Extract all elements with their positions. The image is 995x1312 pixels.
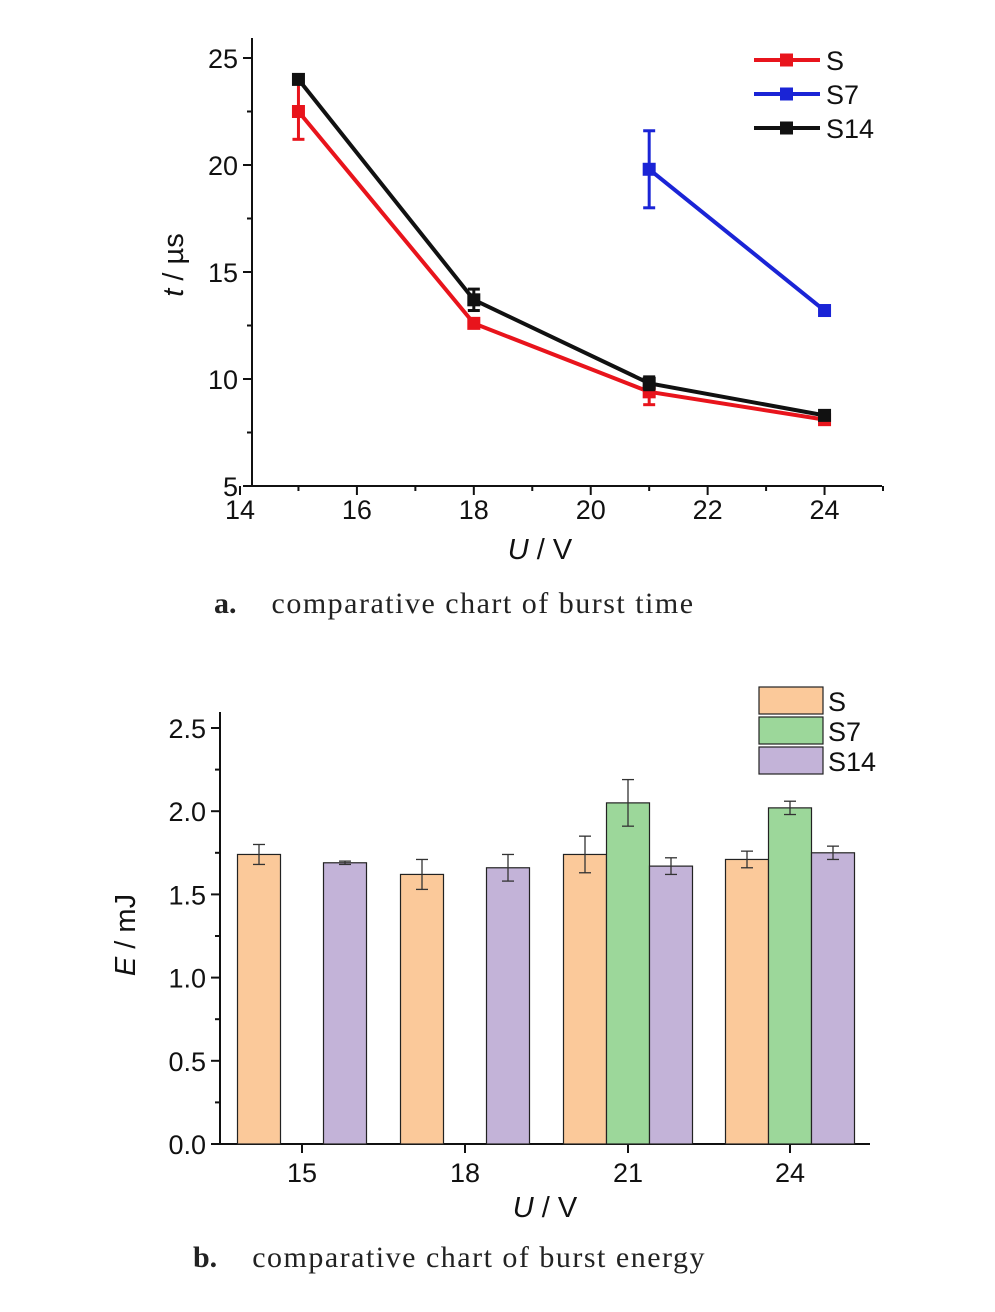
x-tick-label-24: 24	[775, 1158, 805, 1188]
y-tick-label-0.0: 0.0	[168, 1130, 206, 1160]
x-tick-label-21: 21	[613, 1158, 643, 1188]
burst-time-y-axis-label: t / µs	[158, 233, 190, 296]
series-line-S	[296, 110, 825, 422]
data-point-S14-21	[642, 376, 656, 390]
x-tick-label-18: 18	[459, 495, 489, 525]
y-tick-label-10: 10	[208, 365, 238, 395]
legend-swatch-S7	[758, 716, 824, 745]
burst-time-caption: a. comparative chart of burst time	[214, 587, 695, 620]
legend-label-S7: S7	[828, 717, 861, 747]
y-tick-label-2.5: 2.5	[168, 714, 206, 744]
burst-energy-caption: b. comparative chart of burst energy	[193, 1241, 706, 1274]
y-tick-label-15: 15	[208, 258, 238, 288]
legend-label-S7: S7	[826, 80, 859, 110]
y-tick-label-5: 5	[223, 472, 238, 502]
burst-energy-x-axis-label: U / V	[513, 1192, 578, 1224]
y-tick-label-25: 25	[208, 44, 238, 74]
y-tick-label-1.0: 1.0	[168, 964, 206, 994]
legend-marker-S7	[780, 87, 793, 101]
legend-marker-S14	[780, 121, 793, 135]
burst-energy-chart: 0.00.51.01.52.02.515 18 21 24 U / V E / mJ …	[110, 686, 876, 1274]
x-tick-label-22: 22	[693, 495, 723, 525]
legend-label-S: S	[828, 687, 846, 717]
data-point-S14-18	[467, 293, 481, 307]
data-point-S7-21	[642, 162, 656, 176]
bar-S14-21	[648, 865, 694, 1145]
series-line-S7	[647, 167, 826, 313]
x-tick-label-14: 14	[225, 495, 255, 525]
burst-energy-bars	[236, 778, 856, 1145]
y-tick-label-20: 20	[208, 151, 238, 181]
data-point-S14-15	[291, 72, 305, 86]
series-line-S14	[296, 78, 825, 418]
x-tick-label-24: 24	[810, 495, 840, 525]
data-point-S-18	[467, 316, 481, 330]
y-tick-label-0.5: 0.5	[168, 1047, 206, 1077]
bar-S14-24	[810, 852, 856, 1145]
bar-S-18	[399, 873, 445, 1145]
legend-label-S: S	[826, 46, 844, 76]
y-tick-label-2.0: 2.0	[168, 797, 206, 827]
legend-label-S14: S14	[828, 747, 876, 777]
data-point-S-15	[291, 105, 305, 118]
legend-swatch-S	[758, 686, 824, 715]
bar-S-24	[724, 858, 770, 1145]
x-tick-label-16: 16	[342, 495, 372, 525]
data-point-S14-24	[818, 408, 832, 422]
x-tick-label-18: 18	[450, 1158, 480, 1188]
bar-S-15	[236, 853, 282, 1145]
burst-time-x-axis-label: U / V	[508, 534, 573, 566]
data-point-S7-24	[818, 304, 832, 318]
burst-time-axes: 14 16 18 20 22 24 5 10 15 20 25	[208, 38, 884, 525]
burst-time-series	[291, 72, 832, 427]
x-tick-label-20: 20	[576, 495, 606, 525]
bar-S7-21	[605, 802, 651, 1145]
burst-time-chart: 14 16 18 20 22 24 5 10 15 20 25 U / V t / µs S S7 S1…	[158, 38, 884, 620]
burst-time-legend: S S7 S14	[754, 46, 874, 144]
x-tick-label-15: 15	[287, 1158, 317, 1188]
bar-S7-24	[767, 807, 813, 1145]
bar-S14-18	[485, 867, 531, 1145]
legend-swatch-S14	[758, 746, 824, 775]
legend-marker-S	[780, 53, 793, 67]
burst-energy-y-axis-label: E / mJ	[110, 894, 142, 976]
bar-S14-15	[322, 862, 368, 1145]
legend-label-S14: S14	[826, 114, 874, 144]
bar-S-21	[562, 853, 608, 1145]
y-tick-label-1.5: 1.5	[168, 880, 206, 910]
